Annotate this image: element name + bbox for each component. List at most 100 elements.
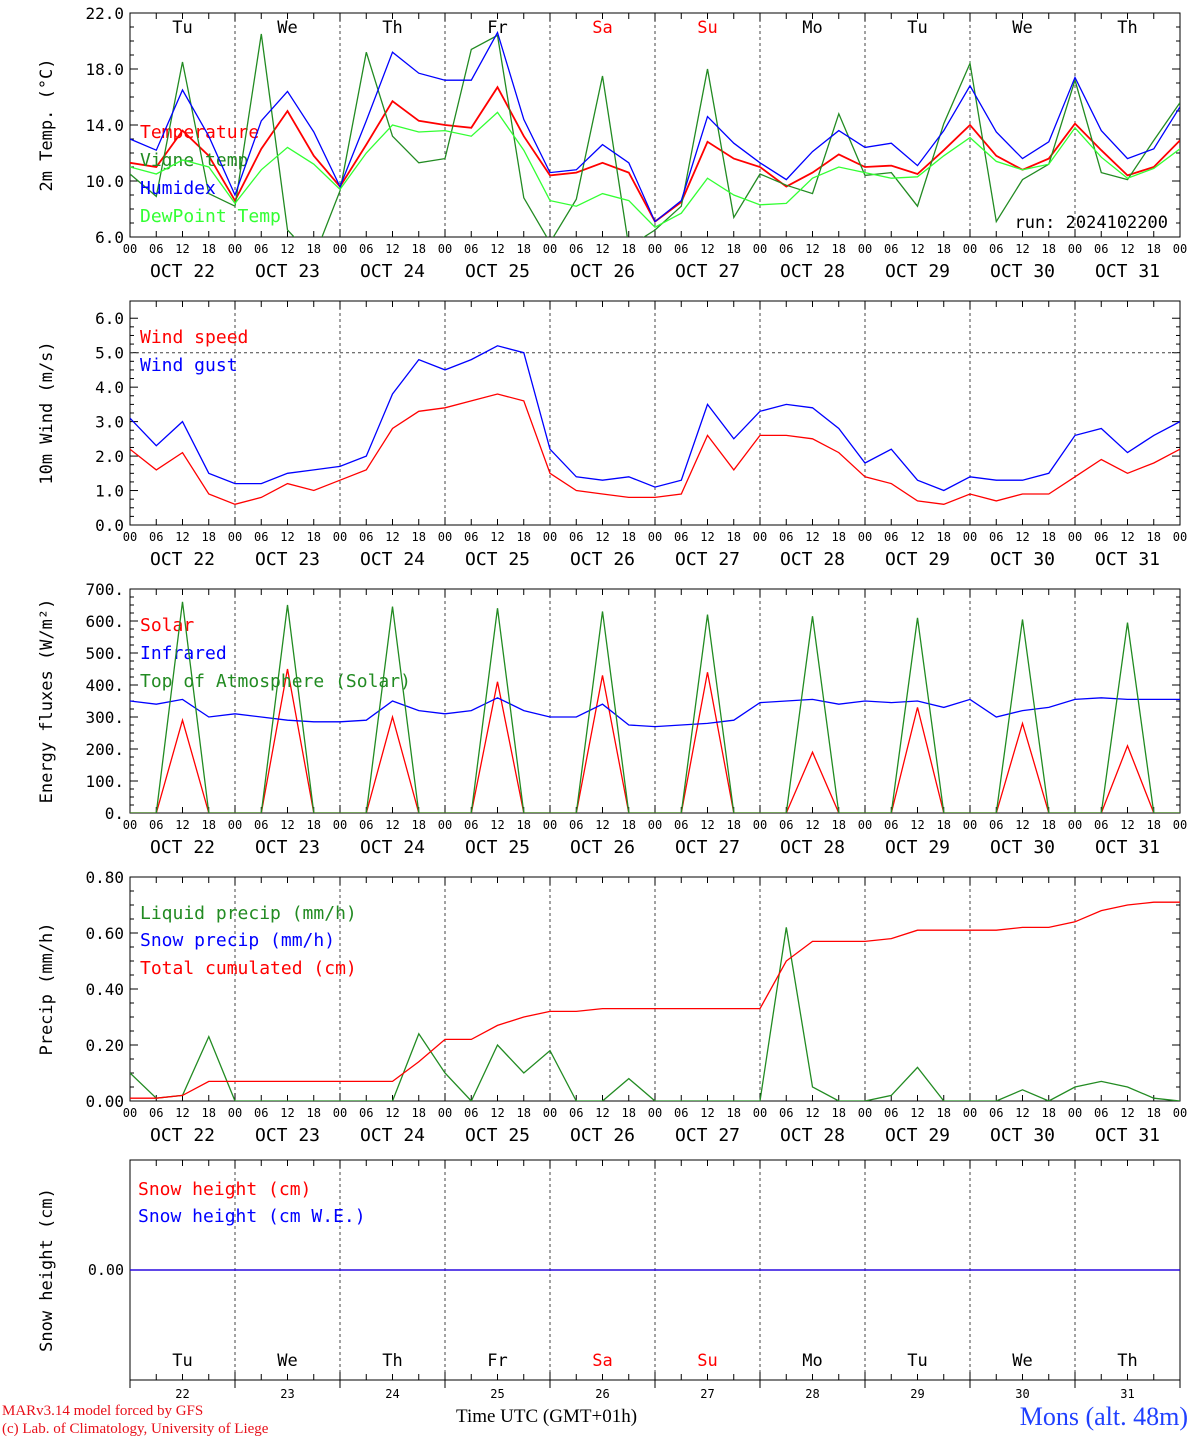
date-label: OCT 31 (1095, 837, 1160, 858)
time-axis-title: Time UTC (GMT+01h) (456, 1406, 638, 1427)
hour-tick-label: 06 (464, 818, 478, 832)
run-label: run: 2024102200 (1014, 213, 1168, 233)
legend-label: Vigne temp (140, 150, 248, 171)
hour-tick-label: 18 (1147, 818, 1161, 832)
y-axis-title: Snow height (cm) (37, 1188, 57, 1352)
y-axis-title: Energy fluxes (W/m²) (37, 599, 57, 804)
hour-tick-label: 00 (648, 530, 662, 544)
hour-tick-label: 12 (490, 1106, 504, 1120)
series-line-infrared (130, 697, 1180, 728)
hour-tick-label: 00 (963, 530, 977, 544)
panel-frame (129, 300, 1181, 526)
hour-tick-label: 12 (1120, 242, 1134, 256)
date-label: OCT 23 (255, 549, 320, 570)
y-tick-label: 0.80 (85, 868, 124, 887)
hour-tick-label: 18 (937, 818, 951, 832)
series-line-wind-gust (130, 345, 1180, 492)
hour-tick-label: 12 (805, 530, 819, 544)
date-label: OCT 31 (1095, 549, 1160, 570)
hour-tick-label: 06 (254, 818, 268, 832)
day-number-label: 31 (1120, 1387, 1134, 1401)
date-label: OCT 27 (675, 261, 740, 282)
date-label: OCT 22 (150, 1125, 215, 1146)
hour-tick-label: 12 (385, 242, 399, 256)
date-label: OCT 28 (780, 261, 845, 282)
date-label: OCT 22 (150, 261, 215, 282)
day-number-label: 24 (385, 1387, 399, 1401)
hour-tick-label: 18 (202, 242, 216, 256)
hour-tick-label: 12 (280, 818, 294, 832)
y-tick-label: 100. (85, 772, 124, 791)
hour-tick-label: 12 (1015, 818, 1029, 832)
hour-tick-label: 06 (359, 530, 373, 544)
series-line-humidex (130, 30, 1180, 223)
hour-tick-label: 18 (937, 1106, 951, 1120)
date-label: OCT 23 (255, 837, 320, 858)
date-label: OCT 31 (1095, 1125, 1160, 1146)
day-number-label: 30 (1015, 1387, 1029, 1401)
hour-tick-label: 00 (753, 1106, 767, 1120)
hour-tick-label: 18 (1147, 242, 1161, 256)
hour-tick-label: 18 (832, 818, 846, 832)
hour-tick-label: 00 (1068, 530, 1082, 544)
hour-tick-label: 00 (123, 242, 137, 256)
day-number-label: 22 (175, 1387, 189, 1401)
y-tick-label: 700. (85, 580, 124, 599)
day-of-week-label: Sa (592, 18, 612, 38)
hour-tick-label: 00 (963, 818, 977, 832)
y-tick-label: 0.0 (95, 516, 124, 535)
hour-tick-label: 06 (254, 242, 268, 256)
date-label: OCT 29 (885, 549, 950, 570)
hour-tick-label: 06 (149, 818, 163, 832)
hour-tick-label: 18 (202, 530, 216, 544)
hour-tick-label: 00 (648, 1106, 662, 1120)
hour-tick-label: 12 (805, 1106, 819, 1120)
hour-tick-label: 00 (438, 818, 452, 832)
hour-tick-label: 12 (595, 818, 609, 832)
y-tick-label: 4.0 (95, 378, 124, 397)
date-label: OCT 25 (465, 837, 530, 858)
model-credit: MARv3.14 model forced by GFS (2, 1403, 204, 1419)
hour-tick-label: 00 (228, 1106, 242, 1120)
day-number-label: 27 (700, 1387, 714, 1401)
legend-label: Snow height (cm W.E.) (138, 1206, 366, 1227)
hour-tick-label: 06 (569, 1106, 583, 1120)
date-label: OCT 25 (465, 549, 530, 570)
hour-tick-label: 12 (910, 242, 924, 256)
hour-tick-label: 06 (884, 818, 898, 832)
hour-tick-label: 12 (490, 242, 504, 256)
hour-tick-label: 06 (779, 242, 793, 256)
hour-tick-label: 18 (412, 530, 426, 544)
hour-tick-label: 00 (753, 530, 767, 544)
date-label: OCT 22 (150, 837, 215, 858)
day-of-week-label: Th (382, 18, 402, 38)
date-label: OCT 30 (990, 549, 1055, 570)
hour-tick-label: 12 (385, 530, 399, 544)
hour-tick-label: 06 (779, 1106, 793, 1120)
hour-tick-label: 18 (517, 530, 531, 544)
y-tick-label: 500. (85, 644, 124, 663)
y-tick-label: 0.00 (88, 1261, 124, 1279)
day-of-week-label: Th (1117, 18, 1137, 38)
hour-tick-label: 00 (858, 242, 872, 256)
legend-label: Temperature (140, 122, 259, 143)
y-tick-label: 0.40 (85, 980, 124, 999)
hour-tick-label: 00 (1173, 530, 1187, 544)
hour-tick-label: 12 (700, 818, 714, 832)
hour-tick-label: 06 (989, 530, 1003, 544)
hour-tick-label: 00 (543, 818, 557, 832)
series-line-wind-speed (130, 393, 1180, 505)
hour-tick-label: 00 (858, 818, 872, 832)
day-number-label: 25 (490, 1387, 504, 1401)
day-number-label: 26 (595, 1387, 609, 1401)
day-number-label: 29 (910, 1387, 924, 1401)
hour-tick-label: 06 (254, 1106, 268, 1120)
day-of-week-label: Tu (172, 1351, 192, 1371)
hour-tick-label: 12 (700, 530, 714, 544)
y-tick-label: 3.0 (95, 413, 124, 432)
legend-label: Snow height (cm) (138, 1179, 311, 1200)
hour-tick-label: 12 (700, 242, 714, 256)
date-label: OCT 30 (990, 261, 1055, 282)
hour-tick-label: 18 (307, 818, 321, 832)
